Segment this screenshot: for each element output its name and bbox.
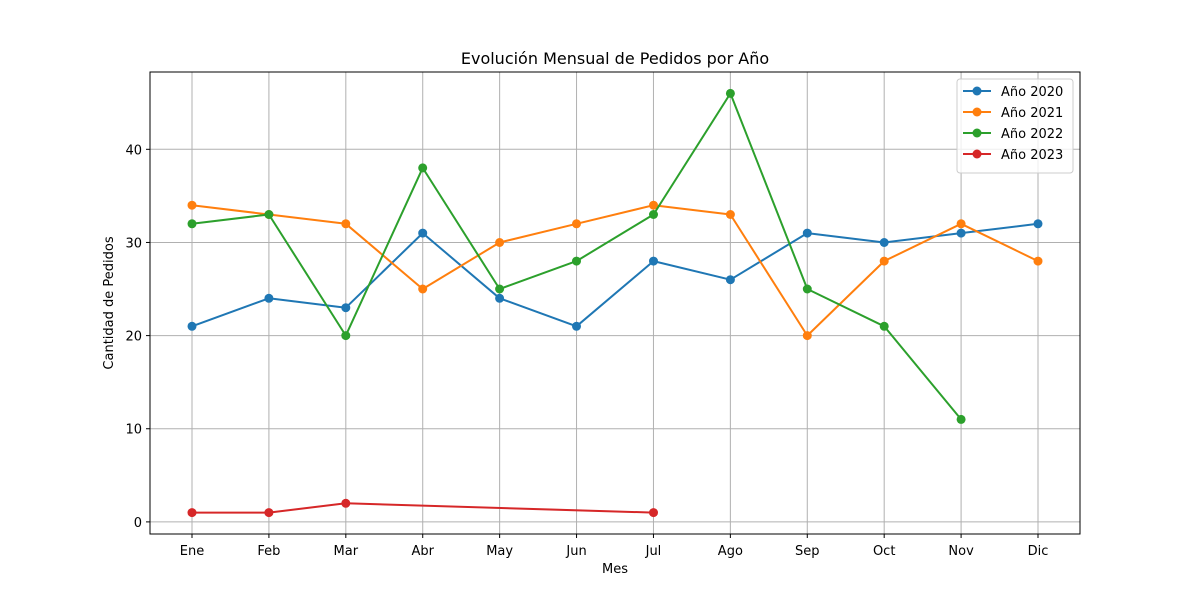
data-point: [187, 508, 197, 518]
x-tick-label: Oct: [873, 544, 895, 559]
series-layer: [187, 88, 1043, 518]
data-point: [1033, 219, 1043, 229]
legend-label: Año 2020: [1001, 85, 1063, 100]
data-point: [725, 88, 735, 98]
legend-marker: [972, 128, 982, 138]
data-point: [264, 210, 274, 219]
data-point: [495, 284, 505, 294]
data-point: [725, 275, 735, 285]
x-tick-label: Nov: [948, 544, 974, 559]
y-tick-label: 30: [125, 236, 142, 251]
grid-lines: [150, 72, 1080, 534]
data-point: [187, 321, 197, 331]
series-2: [187, 200, 1043, 341]
x-tick-label: Ene: [180, 544, 204, 559]
data-point: [725, 210, 735, 219]
legend-marker: [972, 107, 982, 117]
data-point: [649, 200, 658, 210]
data-point: [1033, 256, 1043, 266]
data-point: [418, 284, 428, 294]
data-point: [341, 331, 351, 341]
data-point: [418, 163, 428, 173]
y-tick-label: 0: [134, 516, 142, 531]
data-point: [495, 293, 505, 303]
series-4: [187, 498, 658, 518]
data-point: [802, 284, 812, 294]
series-line: [192, 502, 654, 514]
data-point: [264, 508, 274, 518]
legend-label: Año 2022: [1001, 127, 1063, 142]
series-1: [187, 219, 1043, 331]
x-tick-label: Abr: [411, 544, 434, 559]
data-point: [956, 219, 966, 229]
legend-box: [956, 78, 1074, 174]
data-point: [495, 238, 505, 247]
series-line: [191, 222, 1039, 328]
x-axis: Ene Feb Mar Abr May Jun Jul Ago Sep Oct Nov Dic: [180, 534, 1049, 559]
series-3: [187, 88, 966, 424]
data-point: [341, 498, 351, 508]
x-tick-label: Jun: [565, 544, 586, 559]
data-point: [649, 256, 658, 266]
plot-frame: [149, 71, 1081, 535]
legend-label: Año 2023: [1001, 148, 1063, 163]
data-point: [341, 219, 351, 229]
x-tick-label: May: [486, 544, 513, 559]
legend: Año 2020 Año 2021 Año 2022 Año 2023: [956, 78, 1074, 174]
data-point: [956, 414, 966, 424]
x-tick-label: Mar: [334, 544, 359, 559]
x-tick-label: Ago: [718, 544, 743, 559]
x-tick-label: Sep: [795, 544, 820, 559]
data-point: [187, 219, 197, 229]
legend-marker: [972, 86, 982, 96]
legend-item: Año 2023: [963, 148, 1063, 163]
x-tick-label: Feb: [257, 544, 280, 559]
data-point: [572, 321, 581, 331]
y-tick-label: 40: [125, 143, 142, 158]
series-line: [191, 204, 1039, 337]
data-point: [879, 321, 889, 331]
y-axis: 0 10 20 30 40: [125, 143, 150, 531]
data-point: [879, 256, 889, 266]
legend-marker: [972, 149, 982, 159]
y-tick-label: 20: [125, 330, 142, 345]
legend-item: Año 2021: [963, 106, 1063, 121]
data-point: [418, 228, 428, 238]
legend-label: Año 2021: [1001, 106, 1063, 121]
data-point: [802, 331, 812, 341]
data-point: [802, 228, 812, 238]
data-point: [341, 303, 351, 313]
data-point: [649, 210, 658, 219]
data-point: [572, 256, 581, 266]
data-point: [187, 200, 197, 210]
legend-item: Año 2022: [963, 127, 1063, 142]
data-point: [649, 508, 658, 518]
legend-item: Año 2020: [963, 85, 1063, 100]
data-point: [879, 238, 889, 247]
x-tick-label: Dic: [1028, 544, 1049, 559]
chart-title: Evolución Mensual de Pedidos por Año: [461, 49, 769, 68]
data-point: [264, 293, 274, 303]
y-axis-label: Cantidad de Pedidos: [102, 236, 117, 369]
x-tick-label: Jul: [645, 544, 662, 559]
data-point: [956, 228, 966, 238]
y-tick-label: 10: [125, 423, 142, 438]
x-axis-label: Mes: [602, 562, 628, 577]
data-point: [572, 219, 581, 229]
